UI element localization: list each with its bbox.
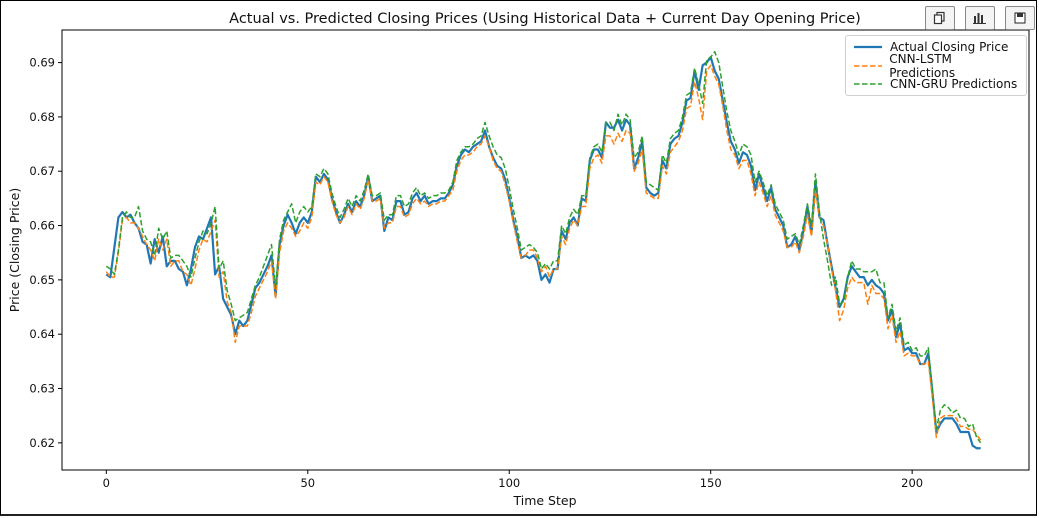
y-tick-label: 0.63: [29, 382, 55, 396]
legend-item: Actual Closing Price: [854, 38, 1018, 57]
legend-item: CNN-GRU Predictions: [854, 75, 1018, 94]
series-line-actual: [105, 56, 981, 450]
chart-view-button[interactable]: [965, 6, 995, 30]
legend-swatch: [854, 79, 882, 89]
y-tick-label: 0.66: [29, 219, 55, 233]
legend-label: CNN-GRU Predictions: [890, 77, 1018, 92]
x-tick-label: 100: [498, 476, 520, 490]
y-axis-label: Price (Closing Price): [7, 188, 22, 312]
series-line-cnn-lstm: [105, 64, 982, 441]
y-tick-label: 0.67: [29, 164, 55, 178]
chart-legend: Actual Closing Price CNN-LSTM Predictions…: [845, 35, 1027, 96]
y-tick-label: 0.62: [29, 436, 55, 450]
legend-item: CNN-LSTM Predictions: [854, 52, 1018, 80]
y-tick-label: 0.65: [29, 273, 55, 287]
y-axis: 0.62 0.63 0.64 0.65 0.66 0.67 0.68 0.69: [29, 56, 62, 450]
plot-frame: [61, 29, 1030, 471]
chart-title: Actual vs. Predicted Closing Prices (Usi…: [229, 11, 861, 27]
bar-chart-icon: [973, 12, 987, 24]
legend-label: Actual Closing Price: [890, 40, 1009, 55]
series-line-cnn-gru: [105, 50, 982, 444]
x-axis: 0 50 100 150 200: [103, 470, 923, 490]
figure-toolbar: [925, 6, 1035, 30]
x-tick-label: 150: [700, 476, 722, 490]
legend-swatch: [854, 61, 882, 71]
x-tick-label: 200: [901, 476, 923, 490]
legend-swatch: [854, 42, 882, 52]
legend-label: CNN-LSTM Predictions: [889, 51, 956, 80]
copy-button[interactable]: [925, 6, 955, 30]
x-tick-label: 50: [300, 476, 315, 490]
y-tick-label: 0.69: [29, 56, 55, 70]
x-tick-label: 0: [103, 476, 110, 490]
y-tick-label: 0.64: [29, 327, 55, 341]
copy-icon: [933, 11, 947, 25]
plot-area: [61, 29, 1030, 471]
x-axis-label: Time Step: [512, 493, 576, 508]
y-tick-label: 0.68: [29, 110, 55, 124]
save-icon: [1014, 12, 1026, 24]
save-button[interactable]: [1005, 6, 1035, 30]
